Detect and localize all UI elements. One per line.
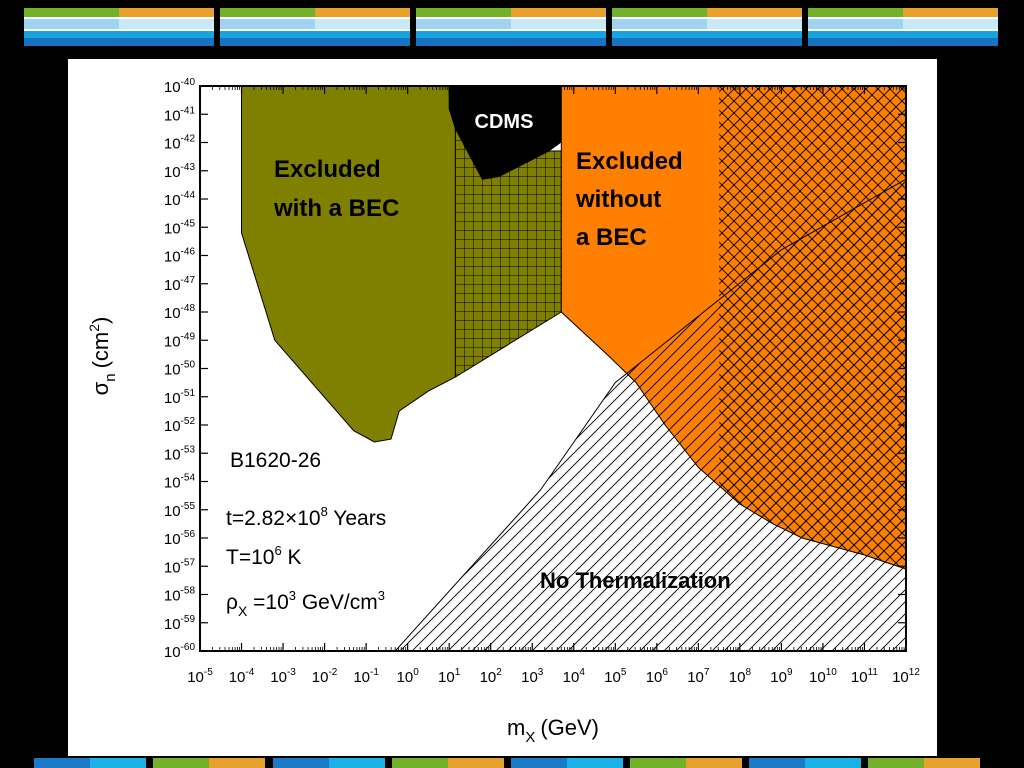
region-label-excluded-without-bec-line1: Excluded [576, 148, 683, 175]
footer-strip [392, 758, 504, 768]
chart-panel: 10-5 10-4 10-3 10-2 10-1 100 101 102 103 104 105 10… [68, 59, 937, 756]
region-label-no-thermalization: No Thermalization [540, 568, 731, 593]
x-tick-label: 103 [521, 667, 544, 686]
y-tick-label: 10-44 [164, 190, 196, 209]
region-excluded-with-a-bec [241, 85, 456, 443]
banner-strip [808, 8, 998, 46]
y-tick-label: 10-46 [164, 247, 196, 266]
region-label-excluded-without-bec-line3: a BEC [576, 224, 647, 251]
footer-strip [153, 758, 265, 768]
footer-strip [868, 758, 980, 768]
y-tick-label: 10-42 [164, 134, 196, 153]
y-tick-label: 10-59 [164, 614, 196, 633]
y-tick-label: 10-50 [164, 360, 196, 379]
y-tick-label: 10-56 [164, 529, 196, 548]
x-tick-label: 109 [770, 667, 793, 686]
y-tick-label: 10-55 [164, 501, 196, 520]
x-tick-label: 10-2 [312, 667, 338, 686]
x-tick-label: 1012 [892, 667, 920, 686]
x-axis-title: mX (GeV) [507, 715, 599, 746]
y-tick-label: 10-51 [164, 388, 196, 407]
x-tick-label: 10-3 [270, 667, 296, 686]
banner-strip [612, 8, 802, 46]
x-tick-label: 10-4 [229, 667, 255, 686]
y-tick-label: 10-52 [164, 416, 196, 435]
y-axis-title: σn(cm2) [86, 317, 119, 396]
annotation-object-name: B1620-26 [230, 449, 321, 472]
y-tick-label: 10-47 [164, 275, 196, 294]
y-tick-label: 10-49 [164, 331, 196, 350]
banner-strip [416, 8, 606, 46]
y-tick-label: 10-41 [164, 105, 196, 124]
annotation-temperature: T=106 K [226, 543, 302, 569]
y-tick-label: 10-58 [164, 586, 196, 605]
x-tick-label: 104 [563, 667, 586, 686]
x-tick-label: 106 [646, 667, 669, 686]
banner-strip [24, 8, 214, 46]
x-tick-label: 10-5 [187, 667, 213, 686]
x-tick-label: 1010 [809, 667, 837, 686]
x-tick-label: 1011 [851, 667, 879, 686]
x-tick-label: 101 [438, 667, 461, 686]
y-tick-label: 10-40 [164, 77, 196, 96]
region-label-excluded-with-bec-line2: with a BEC [273, 195, 399, 222]
region-label-excluded-with-bec-line1: Excluded [274, 156, 381, 183]
footer-strip [511, 758, 623, 768]
x-tick-label: 105 [604, 667, 627, 686]
y-tick-label: 10-45 [164, 218, 196, 237]
footer-strip [273, 758, 385, 768]
x-tick-label: 107 [687, 667, 710, 686]
annotation-density: ρX =103 GeV/cm3 [226, 588, 385, 619]
x-tick-label: 102 [480, 667, 503, 686]
exclusion-plot: 10-5 10-4 10-3 10-2 10-1 100 101 102 103 104 105 10… [86, 77, 920, 746]
footer-strip [630, 758, 742, 768]
y-tick-label: 10-57 [164, 557, 196, 576]
y-tick-label: 10-48 [164, 303, 196, 322]
x-tick-label: 100 [397, 667, 420, 686]
annotation-age: t=2.82×108 Years [226, 504, 386, 530]
footer-strip [749, 758, 861, 768]
x-tick-label: 108 [729, 667, 752, 686]
y-tick-label: 10-53 [164, 444, 196, 463]
y-tick-label: 10-54 [164, 473, 196, 492]
x-tick-label: 10-1 [353, 667, 379, 686]
y-tick-label: 10-43 [164, 162, 196, 181]
footer-strip [34, 758, 146, 768]
y-tick-label: 10-60 [164, 642, 196, 661]
region-label-cdms: CDMS [475, 111, 534, 133]
banner-strip [220, 8, 410, 46]
region-label-excluded-without-bec-line2: without [575, 186, 661, 213]
